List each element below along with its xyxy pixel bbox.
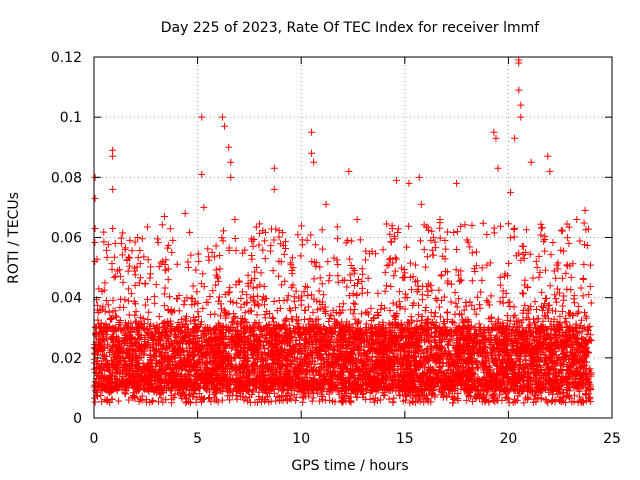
data-points [90, 56, 595, 407]
data-point [309, 367, 317, 375]
chart-title: Day 225 of 2023, Rate Of TEC Index for r… [161, 20, 541, 36]
